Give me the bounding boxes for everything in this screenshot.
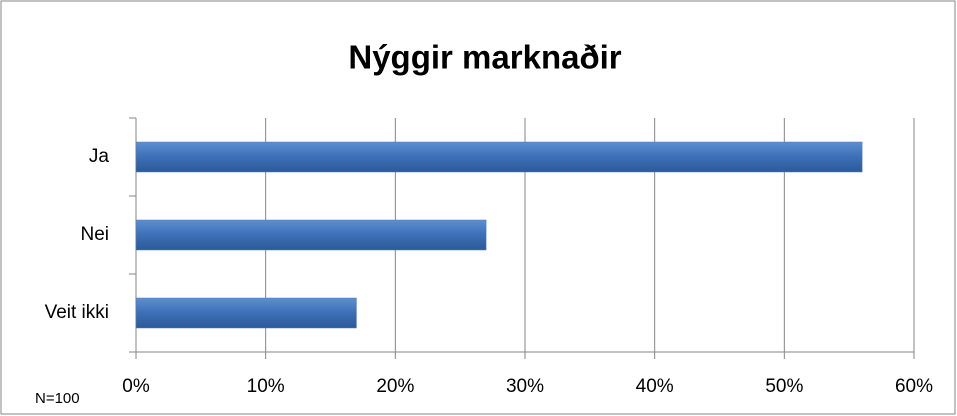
annotation: N=100	[35, 390, 80, 407]
x-tick-label: 40%	[636, 376, 674, 397]
x-tick-label: 50%	[765, 376, 803, 397]
x-tick-label: 30%	[506, 376, 544, 397]
y-tick-label: Veit ikki	[45, 302, 109, 323]
x-tick-label: 10%	[247, 376, 285, 397]
x-tick-label: 0%	[122, 376, 150, 397]
chart-title: Nýggir marknaðir	[348, 39, 621, 76]
bar	[135, 219, 487, 251]
y-tick-label: Nei	[80, 224, 109, 245]
bar	[135, 297, 357, 329]
bar	[135, 141, 863, 173]
x-tick-label: 60%	[895, 376, 933, 397]
y-tick-label: Ja	[89, 146, 110, 167]
x-tick-label: 20%	[376, 376, 414, 397]
